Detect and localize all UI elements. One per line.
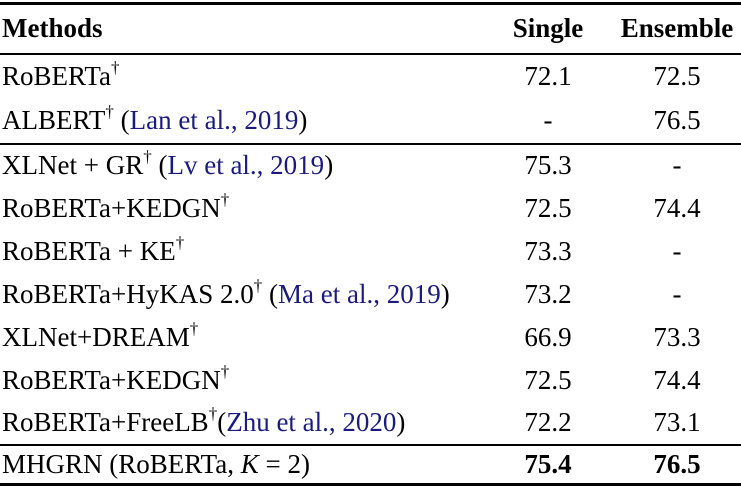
single-value-cell: 73.3 xyxy=(524,235,572,266)
method-name: RoBERTa+HyKAS 2.0 xyxy=(2,278,254,309)
single-value-cell: 72.5 xyxy=(524,364,572,395)
table-row: RoBERTa+HyKAS 2.0† (Ma et al., 2019) 73.… xyxy=(0,273,741,316)
single-value-cell: 72.5 xyxy=(524,192,572,223)
math-variable-k: K xyxy=(240,448,259,479)
dagger-mark: † xyxy=(208,404,218,423)
citation-link[interactable]: Zhu et al., 2020 xyxy=(226,407,397,437)
column-header-methods: Methods xyxy=(2,13,103,44)
results-table: Methods Single Ensemble RoBERTa† 72.1 72… xyxy=(0,2,741,486)
method-name: RoBERTa+FreeLB xyxy=(2,407,209,437)
method-cell: RoBERTa+KEDGN† xyxy=(0,359,483,402)
single-value-cell: 72.2 xyxy=(524,407,572,437)
method-cell: RoBERTa+FreeLB†(Zhu et al., 2020) xyxy=(0,402,483,445)
method-name: XLNet+DREAM xyxy=(2,321,190,352)
method-name: XLNet + GR xyxy=(2,150,144,180)
method-cell: RoBERTa+HyKAS 2.0† (Ma et al., 2019) xyxy=(0,273,483,316)
method-name: RoBERTa+KEDGN xyxy=(2,364,221,395)
single-value-cell: 66.9 xyxy=(524,321,572,352)
ensemble-value-cell: 76.5 xyxy=(653,105,701,135)
method-name: MHGRN (RoBERTa, xyxy=(2,448,241,479)
table-row: ALBERT† (Lan et al., 2019) - 76.5 xyxy=(0,99,741,144)
citation-paren-close: ) xyxy=(298,105,308,135)
column-header-ensemble: Ensemble xyxy=(620,13,734,44)
single-value-cell: 75.3 xyxy=(524,150,572,180)
method-name: ALBERT xyxy=(2,105,106,135)
ensemble-value-cell: 74.4 xyxy=(653,192,701,223)
citation-link[interactable]: Lan et al., 2019 xyxy=(129,105,299,135)
method-cell: XLNet+DREAM† xyxy=(0,316,483,359)
method-cell: MHGRN (RoBERTa, K = 2) xyxy=(0,445,483,485)
citation-paren-close: ) xyxy=(396,407,406,437)
ensemble-value-cell: 73.3 xyxy=(653,321,701,352)
single-value-cell: 73.2 xyxy=(524,278,572,309)
column-header-single: Single xyxy=(512,13,584,44)
method-cell: RoBERTa+KEDGN† xyxy=(0,187,483,230)
citation-paren-open: ( xyxy=(262,278,278,309)
ensemble-value-cell: - xyxy=(672,150,682,180)
dagger-mark: † xyxy=(175,232,185,252)
ensemble-value-cell: 73.1 xyxy=(653,407,701,437)
table-row: RoBERTa + KE† 73.3 - xyxy=(0,230,741,273)
single-value-cell: - xyxy=(543,105,553,135)
single-value-cell: 72.1 xyxy=(524,61,572,91)
dagger-mark: † xyxy=(220,189,230,209)
dagger-mark: † xyxy=(189,318,199,338)
single-value-cell: 75.4 xyxy=(524,448,572,479)
table-header: Methods Single Ensemble xyxy=(0,4,741,54)
citation-paren-open: ( xyxy=(113,105,130,135)
ensemble-value-cell: 72.5 xyxy=(653,61,701,91)
dagger-mark: † xyxy=(220,361,230,381)
citation-paren-close: ) xyxy=(324,150,334,180)
dagger-mark: † xyxy=(105,102,114,121)
citation-link[interactable]: Lv et al., 2019 xyxy=(167,150,325,180)
method-name: RoBERTa + KE xyxy=(2,235,176,266)
dagger-mark: † xyxy=(253,275,263,295)
method-cell: ALBERT† (Lan et al., 2019) xyxy=(0,99,483,144)
method-cell: RoBERTa + KE† xyxy=(0,230,483,273)
ensemble-value-cell: 76.5 xyxy=(653,448,701,479)
header-row: Methods Single Ensemble xyxy=(0,4,741,54)
table-row: RoBERTa+KEDGN† 72.5 74.4 xyxy=(0,187,741,230)
citation-paren-open: ( xyxy=(217,407,227,437)
method-cell: XLNet + GR† (Lv et al., 2019) xyxy=(0,144,483,187)
table-group-ours: MHGRN (RoBERTa, K = 2) 75.4 76.5 xyxy=(0,445,741,485)
table-row: XLNet + GR† (Lv et al., 2019) 75.3 - xyxy=(0,144,741,187)
citation-paren-close: ) xyxy=(440,278,450,309)
method-name: RoBERTa xyxy=(2,61,111,91)
table-row: MHGRN (RoBERTa, K = 2) 75.4 76.5 xyxy=(0,445,741,485)
table-row: RoBERTa+KEDGN† 72.5 74.4 xyxy=(0,359,741,402)
table-group-comparisons: XLNet + GR† (Lv et al., 2019) 75.3 - RoB… xyxy=(0,144,741,445)
table-row: RoBERTa† 72.1 72.5 xyxy=(0,54,741,99)
table-group-baselines: RoBERTa† 72.1 72.5 ALBERT† (Lan et al., … xyxy=(0,54,741,144)
table-row: RoBERTa+FreeLB†(Zhu et al., 2020) 72.2 7… xyxy=(0,402,741,445)
method-name: RoBERTa+KEDGN xyxy=(2,192,221,223)
method-cell: RoBERTa† xyxy=(0,54,483,99)
ensemble-value-cell: - xyxy=(672,278,682,309)
method-name-suffix: = 2) xyxy=(258,448,310,479)
citation-paren-open: ( xyxy=(151,150,168,180)
dagger-mark: † xyxy=(143,147,152,166)
table-row: XLNet+DREAM† 66.9 73.3 xyxy=(0,316,741,359)
citation-link[interactable]: Ma et al., 2019 xyxy=(277,278,441,309)
ensemble-value-cell: 74.4 xyxy=(653,364,701,395)
dagger-mark: † xyxy=(111,58,120,77)
ensemble-value-cell: - xyxy=(672,235,682,266)
